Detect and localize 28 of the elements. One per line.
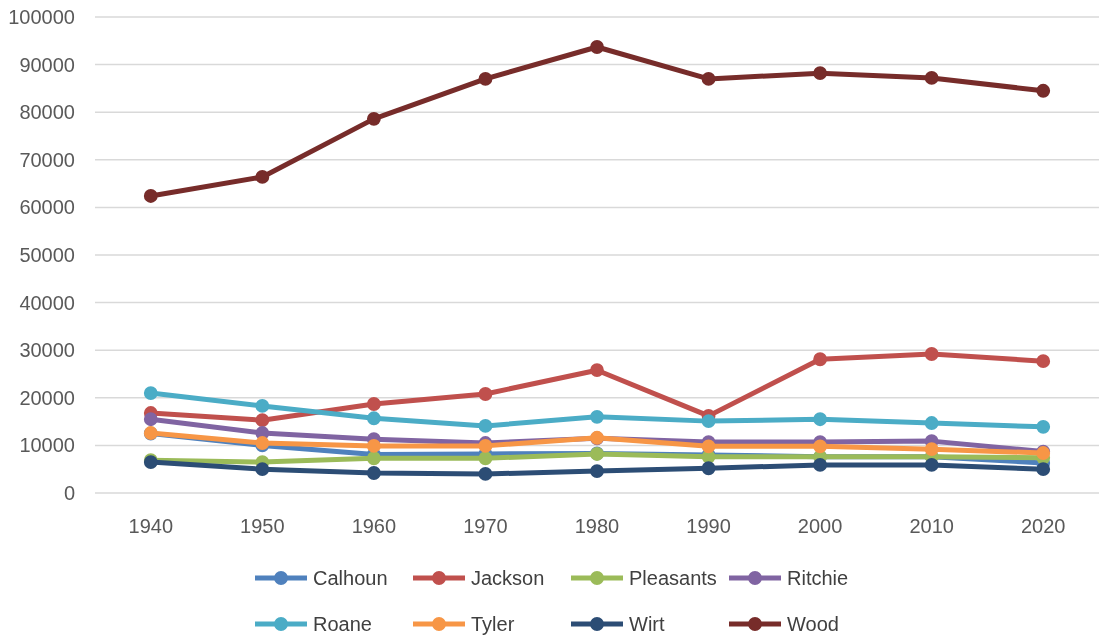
legend-label: Wood	[787, 613, 839, 635]
x-tick-label: 2010	[909, 515, 954, 537]
y-tick-label: 80000	[19, 101, 75, 124]
x-tick-label: 1960	[351, 515, 397, 537]
x-tick-label: 1970	[463, 515, 508, 537]
y-tick-label: 100000	[8, 6, 75, 28]
y-tick-label: 20000	[19, 386, 75, 409]
x-tick-label: 1950	[240, 515, 285, 537]
y-tick-label: 50000	[19, 244, 75, 266]
x-tick-label: 1990	[686, 515, 731, 537]
y-tick-label: 0	[63, 482, 75, 504]
x-tick-label: 2000	[797, 515, 843, 537]
legend-label: Calhoun	[313, 567, 388, 589]
legend-label: Jackson	[471, 567, 545, 589]
y-tick-label: 10000	[19, 434, 75, 457]
x-tick-label: 2020	[1020, 515, 1066, 537]
y-tick-label: 70000	[19, 148, 75, 171]
legend-label: Roane	[313, 613, 372, 635]
legend-label: Wirt	[629, 613, 665, 635]
x-tick-label: 1940	[128, 515, 174, 537]
legend-label: Ritchie	[787, 567, 849, 589]
y-tick-label: 90000	[19, 53, 75, 76]
x-tick-label: 1980	[574, 515, 620, 537]
y-tick-label: 40000	[19, 291, 75, 314]
y-tick-label: 60000	[19, 196, 75, 219]
legend-label: Pleasants	[629, 567, 717, 589]
legend-label: Tyler	[471, 613, 515, 635]
y-tick-label: 30000	[19, 339, 75, 362]
